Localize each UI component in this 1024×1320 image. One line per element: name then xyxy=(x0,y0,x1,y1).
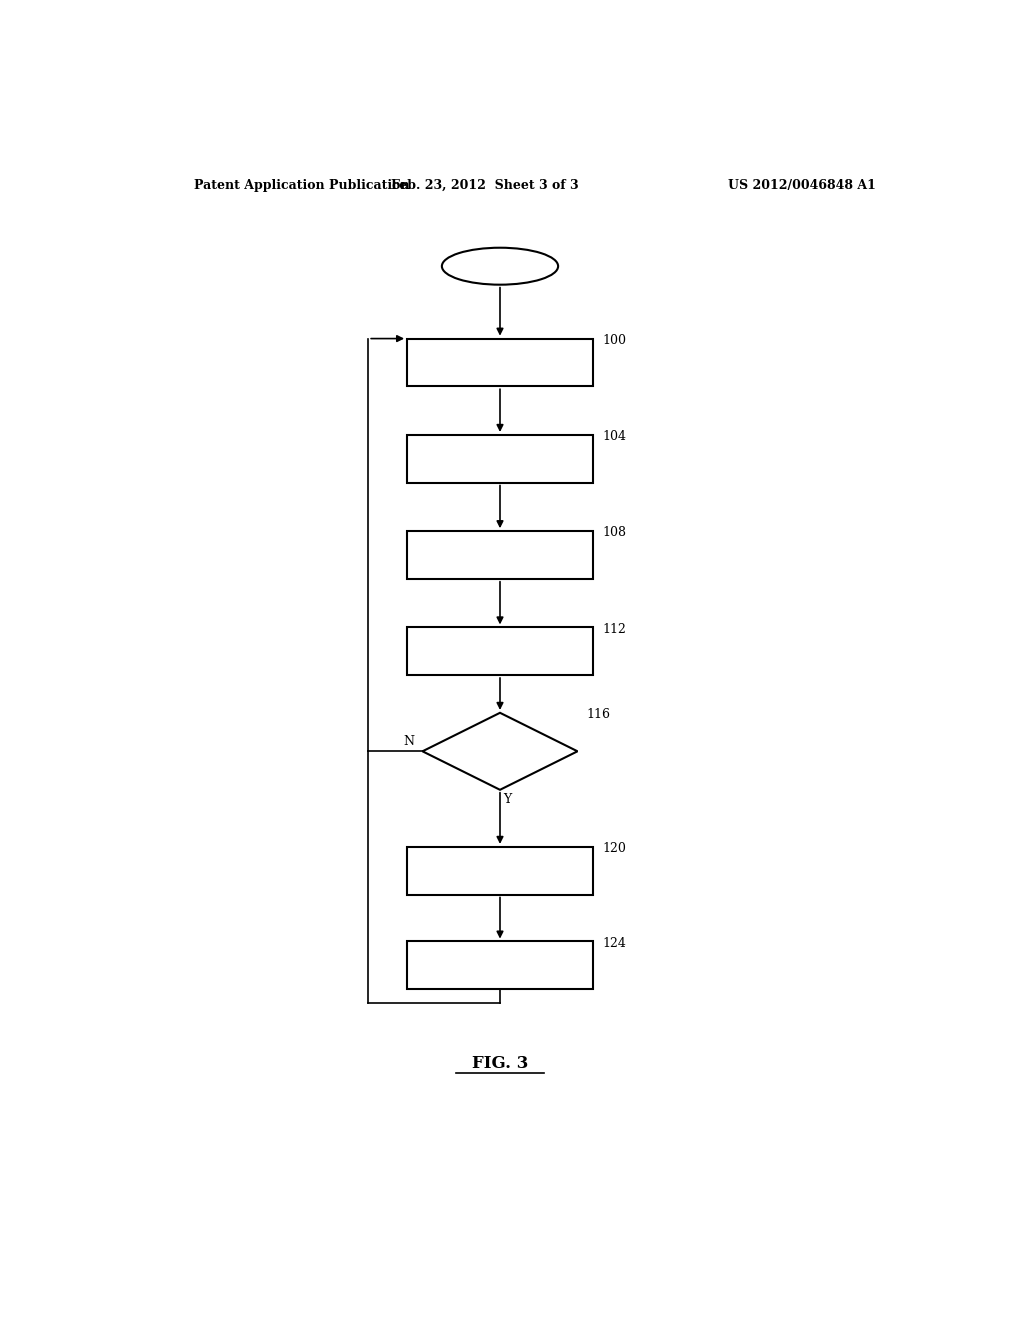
Text: 100: 100 xyxy=(602,334,627,347)
Text: FIG. 3: FIG. 3 xyxy=(472,1055,528,1072)
Bar xyxy=(407,847,593,895)
Text: 104: 104 xyxy=(602,430,627,444)
Bar xyxy=(407,434,593,483)
Ellipse shape xyxy=(442,248,558,285)
Bar xyxy=(407,339,593,387)
Text: N: N xyxy=(403,735,415,748)
Text: Y: Y xyxy=(504,793,512,807)
Text: 112: 112 xyxy=(602,623,626,636)
Text: 108: 108 xyxy=(602,527,627,540)
Text: 120: 120 xyxy=(602,842,626,855)
Bar xyxy=(407,531,593,578)
Text: US 2012/0046848 A1: US 2012/0046848 A1 xyxy=(728,178,877,191)
Text: 116: 116 xyxy=(587,708,610,721)
Text: Patent Application Publication: Patent Application Publication xyxy=(194,178,410,191)
Bar xyxy=(407,627,593,675)
Bar xyxy=(407,941,593,989)
Text: Feb. 23, 2012  Sheet 3 of 3: Feb. 23, 2012 Sheet 3 of 3 xyxy=(391,178,579,191)
Text: 124: 124 xyxy=(602,937,626,950)
Polygon shape xyxy=(423,713,578,789)
